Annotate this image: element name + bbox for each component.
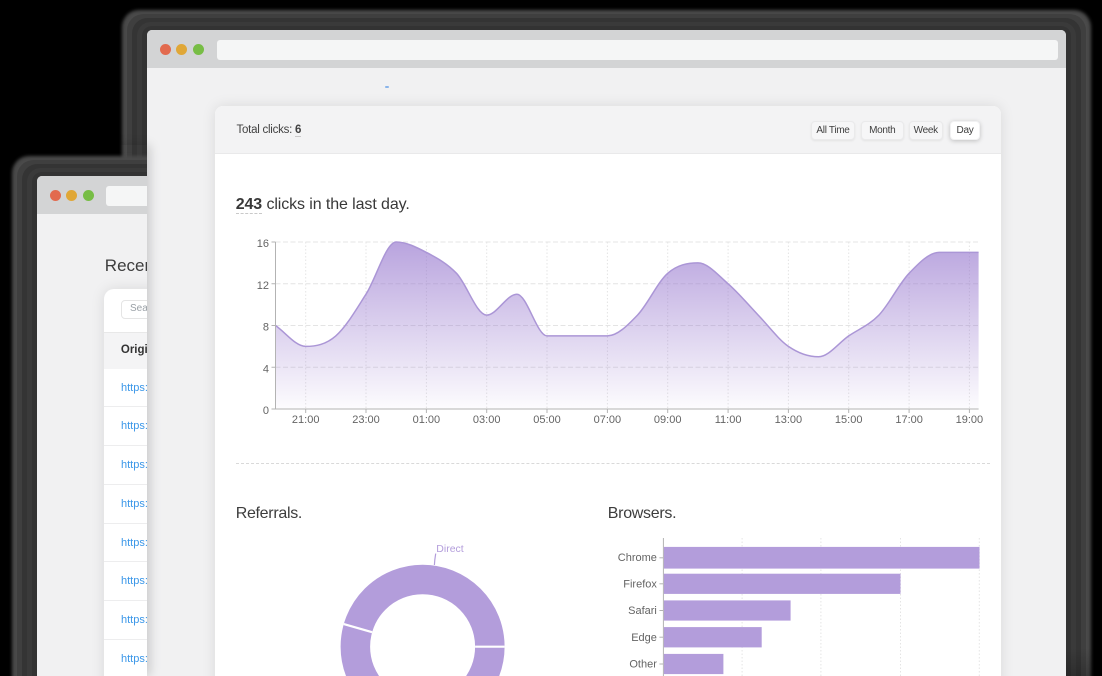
svg-text:0: 0 xyxy=(263,405,269,417)
svg-text:19:00: 19:00 xyxy=(956,414,984,426)
svg-text:03:00: 03:00 xyxy=(473,414,501,426)
svg-text:Firefox: Firefox xyxy=(623,578,657,590)
svg-text:16: 16 xyxy=(257,238,269,250)
svg-text:15:00: 15:00 xyxy=(835,414,863,426)
svg-text:8: 8 xyxy=(263,322,269,334)
svg-text:09:00: 09:00 xyxy=(654,414,682,426)
svg-text:05:00: 05:00 xyxy=(533,414,561,426)
svg-text:Safari: Safari xyxy=(628,605,657,617)
svg-text:23:00: 23:00 xyxy=(352,414,380,426)
svg-text:21:00: 21:00 xyxy=(292,414,320,426)
svg-text:17:00: 17:00 xyxy=(895,414,923,426)
svg-text:Direct: Direct xyxy=(436,543,464,555)
svg-text:Chrome: Chrome xyxy=(618,552,657,564)
svg-text:Other: Other xyxy=(629,659,657,671)
svg-text:4: 4 xyxy=(263,363,269,375)
svg-text:01:00: 01:00 xyxy=(413,414,441,426)
svg-text:11:00: 11:00 xyxy=(715,414,742,426)
svg-text:07:00: 07:00 xyxy=(594,414,622,426)
svg-text:13:00: 13:00 xyxy=(775,414,803,426)
svg-text:Edge: Edge xyxy=(631,632,657,644)
svg-text:12: 12 xyxy=(257,280,269,292)
